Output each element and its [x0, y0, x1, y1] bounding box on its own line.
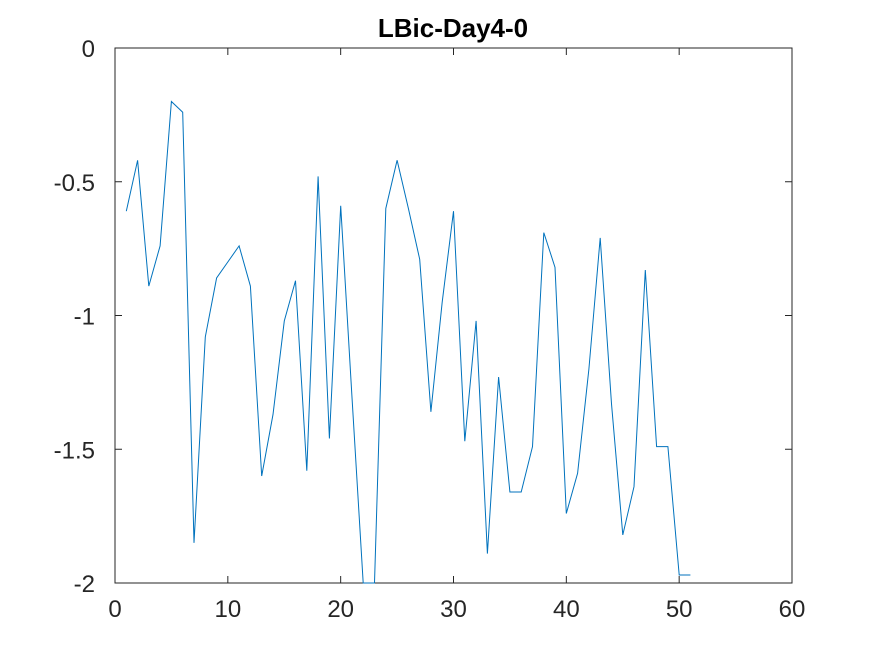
- x-tick-label: 40: [553, 596, 580, 623]
- x-tick-label: 0: [108, 596, 121, 623]
- series-line: [125, 100, 691, 584]
- plot-area-box: [114, 47, 793, 584]
- x-tick-label: 60: [779, 596, 806, 623]
- y-tick-label: -0.5: [54, 170, 95, 197]
- y-tick-label: 0: [82, 36, 95, 63]
- x-tick-label: 30: [440, 596, 467, 623]
- y-tick-label: -1: [74, 304, 95, 331]
- axis-tick-labels: 0 10 20 30 40 50 60 0 -0.5 -1 -1.5 -2: [54, 36, 806, 623]
- x-tick-label: 10: [214, 596, 241, 623]
- y-tick-label: -2: [74, 571, 95, 598]
- axis-ticks: [114, 47, 793, 584]
- series-group: [125, 100, 691, 584]
- x-tick-label: 50: [666, 596, 693, 623]
- x-tick-label: 20: [327, 596, 354, 623]
- y-tick-label: -1.5: [54, 437, 95, 464]
- chart-title: LBic-Day4-0: [378, 13, 528, 43]
